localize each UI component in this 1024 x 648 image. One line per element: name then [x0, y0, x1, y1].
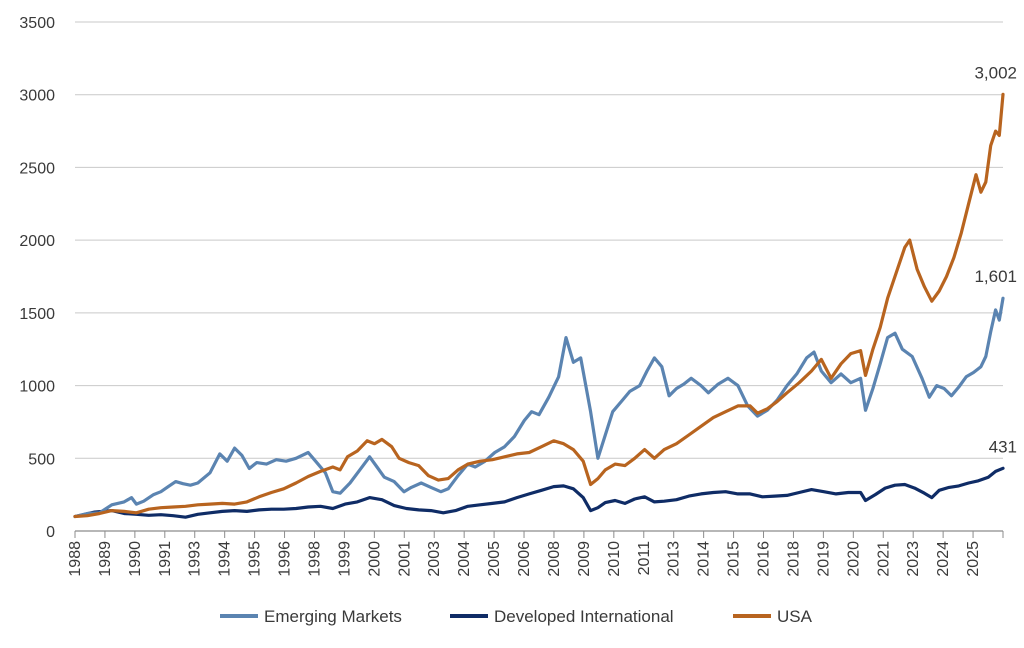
x-tick-label: 1994 — [217, 541, 234, 577]
x-tick-label: 1995 — [247, 541, 264, 577]
x-tick-label: 2008 — [546, 541, 563, 577]
series-line-emerging-markets — [73, 296, 1005, 519]
x-tick-label: 2015 — [726, 541, 743, 577]
x-tick-label: 2018 — [785, 541, 802, 577]
x-tick-label: 1999 — [336, 541, 353, 577]
series-line-developed-international — [73, 466, 1005, 519]
y-tick-label: 3000 — [19, 88, 55, 105]
x-tick-label: 1989 — [97, 541, 114, 577]
end-label-usa: 3,002 — [974, 63, 1017, 82]
series-lines — [73, 92, 1005, 519]
x-tick-label: 2009 — [576, 541, 593, 577]
legend: Emerging Markets Developed International U… — [220, 607, 813, 626]
x-tick-label: 1993 — [187, 541, 204, 577]
legend-label: Developed International — [494, 607, 674, 626]
y-tick-label: 1000 — [19, 379, 55, 396]
end-value-labels: 1,601 431 3,002 — [974, 63, 1017, 456]
legend-item-emerging-markets: Emerging Markets — [220, 607, 402, 626]
x-tick-label: 2020 — [845, 541, 862, 577]
x-tick-label: 2021 — [875, 541, 892, 577]
x-axis: 1988 1989 1990 1991 1993 1994 1995 1996 1998 1999… — [67, 530, 1004, 577]
y-tick-label: 2500 — [19, 160, 55, 177]
series-line-usa — [73, 92, 1005, 519]
y-tick-label: 500 — [28, 451, 55, 468]
x-tick-label: 1990 — [127, 541, 144, 577]
x-tick-label: 2013 — [666, 541, 683, 577]
x-tick-label: 2016 — [756, 541, 773, 577]
x-tick-label: 1998 — [306, 541, 323, 577]
y-tick-label: 0 — [46, 524, 55, 541]
x-tick-label: 2001 — [396, 541, 413, 577]
x-tick-label: 2000 — [366, 541, 383, 577]
legend-item-developed-international: Developed International — [450, 607, 674, 626]
legend-item-usa: USA — [733, 607, 813, 626]
legend-label: Emerging Markets — [264, 607, 402, 626]
y-tick-label: 1500 — [19, 306, 55, 323]
x-tick-label: 2014 — [696, 541, 713, 577]
x-tick-label: 2004 — [456, 541, 473, 577]
x-tick-label: 2003 — [426, 541, 443, 577]
x-tick-label: 2005 — [486, 541, 503, 577]
y-tick-label: 3500 — [19, 15, 55, 32]
x-tick-label: 1988 — [67, 541, 84, 577]
end-label-emerging-markets: 1,601 — [974, 267, 1017, 286]
x-tick-label: 2011 — [636, 541, 653, 576]
x-tick-label: 1991 — [157, 541, 174, 577]
legend-label: USA — [777, 607, 813, 626]
end-label-developed-international: 431 — [989, 437, 1017, 456]
y-tick-label: 2000 — [19, 233, 55, 250]
x-tick-label: 2025 — [965, 541, 982, 577]
x-tick-label: 2010 — [606, 541, 623, 577]
y-axis: 0 500 1000 1500 2000 2500 3000 3500 — [19, 15, 55, 541]
x-tick-label: 1996 — [277, 541, 294, 577]
x-tick-label: 2006 — [516, 541, 533, 577]
x-tick-label: 2019 — [815, 541, 832, 577]
gridlines — [75, 21, 1003, 459]
x-tick-label: 2023 — [905, 541, 922, 577]
x-tick-label: 2024 — [935, 541, 952, 577]
